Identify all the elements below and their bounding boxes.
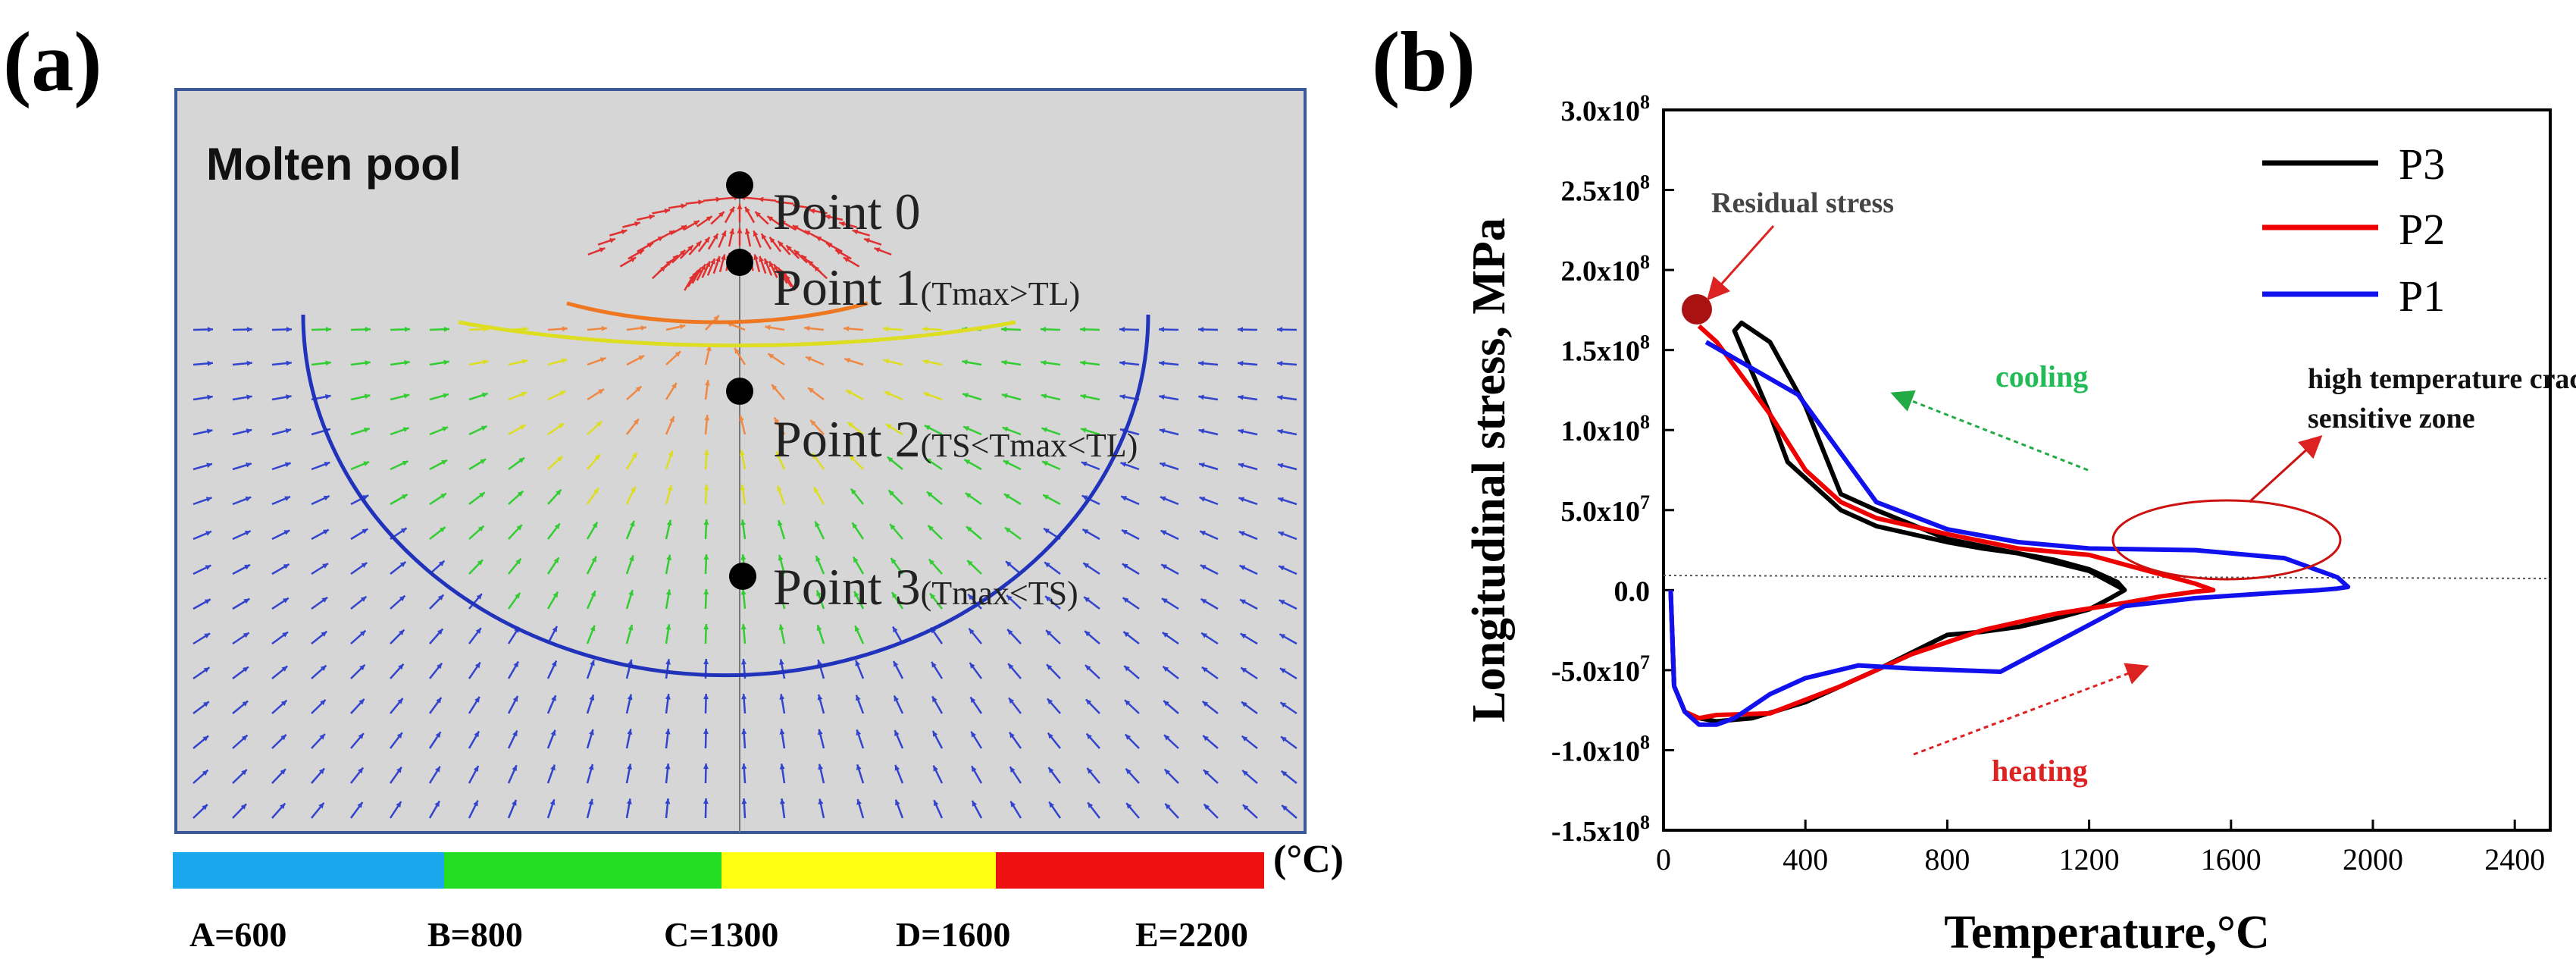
point-3-note: (Tmax<TS): [920, 575, 1078, 612]
y-axis-ticks: -1.5x108 -1.0x108 -5.0x107 0.0 5.0x107 1.0x10…: [1551, 91, 1674, 848]
legend-label-p2: P2: [2399, 205, 2445, 254]
y-tick-label: 0.0: [1614, 575, 1651, 607]
panel-b-label: (b): [1372, 15, 1476, 109]
cooling-text: cooling: [1995, 359, 2088, 394]
colorbar-label-a: A=600: [189, 915, 287, 954]
point-3-marker: [729, 563, 756, 590]
y-tick-label: 1.5x108: [1561, 331, 1651, 368]
panel-a-label: (a): [3, 15, 102, 109]
point-2-label: Point 2(TS<Tmax<TL): [773, 409, 1138, 469]
point-2-name: Point 2: [773, 410, 921, 468]
y-tick-label: 5.0x107: [1561, 491, 1651, 528]
colorbar-label-b: B=800: [427, 915, 523, 954]
y-tick-label: -5.0x107: [1551, 651, 1650, 688]
y-tick-label: 2.0x108: [1561, 251, 1651, 287]
point-0-marker: [726, 171, 753, 199]
series-line-p2: [1668, 324, 2216, 721]
data-series: [1668, 320, 2351, 727]
flow-vector-field: [192, 180, 1297, 819]
colorbar: [173, 852, 1264, 889]
colorbar-label-e: E=2200: [1135, 915, 1248, 954]
x-axis-ticks: 0 400 800 1200 1600 2000 2400: [1656, 820, 2545, 876]
point-1-note: (Tmax>TL): [920, 275, 1081, 312]
x-tick-label: 1600: [2201, 842, 2261, 876]
legend-label-p3: P3: [2399, 140, 2445, 189]
residual-arrow: [1707, 225, 1775, 301]
heating-text: heating: [1992, 754, 2088, 788]
outer-contour: [301, 314, 1150, 678]
y-tick-label: 3.0x108: [1561, 91, 1651, 127]
x-tick-label: 1200: [2059, 842, 2120, 876]
mid-contour: [458, 320, 1016, 348]
x-tick-label: 800: [1924, 842, 1970, 876]
colorbar-label-d: D=1600: [896, 915, 1011, 954]
y-tick-label: 2.5x108: [1561, 171, 1651, 208]
crack-zone-text-2: sensitive zone: [2308, 403, 2475, 434]
molten-pool-title: Molten pool: [206, 139, 462, 190]
point-2-note: (TS<Tmax<TL): [920, 427, 1138, 464]
residual-stress-text: Residual stress: [1711, 187, 1894, 219]
plot-frame: [1662, 108, 2552, 832]
crack-zone-ellipse: [2111, 499, 2342, 581]
crack-zone-arrow: [2248, 434, 2323, 503]
x-tick-label: 400: [1783, 842, 1828, 876]
crack-zone-text-1: high temperature crack: [2308, 363, 2576, 395]
inner-contour: [566, 301, 869, 325]
x-tick-label: 2400: [2484, 842, 2545, 876]
zero-reference-line: [1663, 575, 2551, 579]
residual-stress-marker: [1682, 294, 1712, 325]
point-3-label: Point 3(Tmax<TS): [773, 557, 1078, 617]
cooling-arrow: [1890, 390, 2089, 472]
point-1-marker: [726, 249, 753, 276]
colorbar-segment-d: [996, 852, 1264, 889]
point-3-name: Point 3: [773, 558, 921, 616]
y-tick-label: -1.0x108: [1551, 731, 1650, 767]
point-0-name: Point 0: [773, 183, 921, 240]
colorbar-segment-c: [721, 852, 996, 889]
series-line-p1: [1668, 340, 2351, 727]
y-tick-label: -1.5x108: [1551, 811, 1650, 848]
point-1-label: Point 1(Tmax>TL): [773, 258, 1080, 318]
x-tick-label: 2000: [2343, 842, 2403, 876]
colorbar-segment-b: [444, 852, 721, 889]
y-tick-label: 1.0x108: [1561, 411, 1651, 447]
point-1-name: Point 1: [773, 259, 921, 316]
x-tick-label: 0: [1656, 842, 1671, 876]
colorbar-segment-a: [173, 852, 444, 889]
heating-arrow: [1913, 663, 2149, 756]
y-axis-title: Longitudinal stress, MPa: [1463, 218, 1515, 722]
legend-label-p1: P1: [2399, 271, 2445, 321]
molten-pool-diagram: [174, 88, 1307, 834]
x-axis-title: Temperature,°C: [1944, 907, 2269, 958]
point-0-label: Point 0: [773, 182, 921, 242]
point-2-marker: [726, 378, 753, 405]
colorbar-label-c: C=1300: [664, 915, 779, 954]
colorbar-unit: (°C): [1273, 838, 1344, 881]
